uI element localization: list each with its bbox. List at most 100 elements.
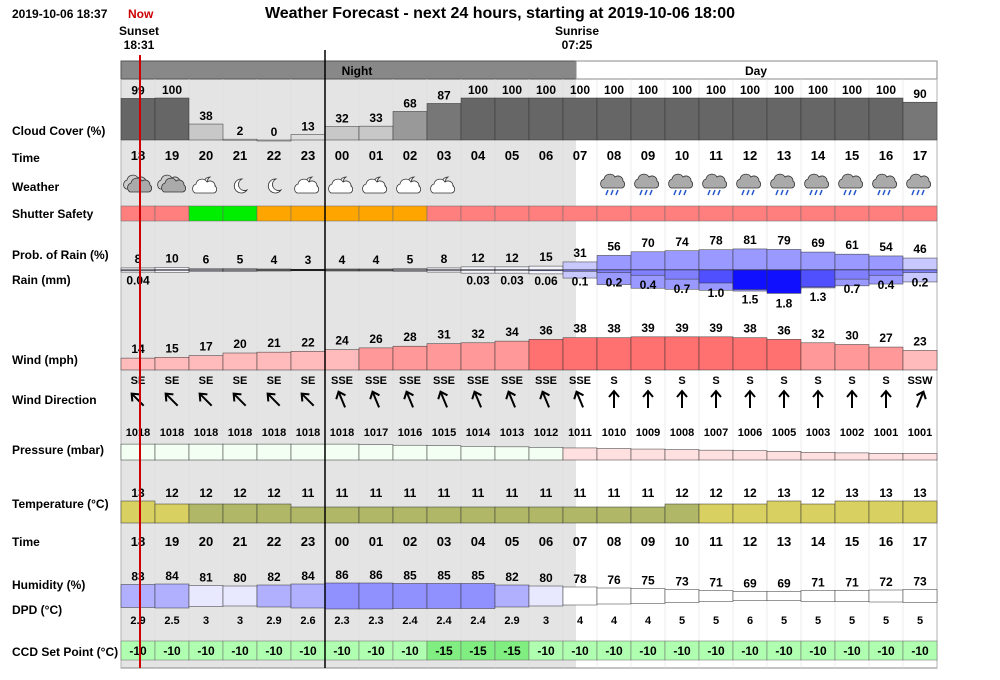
temperature-value: 11 bbox=[472, 486, 485, 500]
shutter-safety-cell bbox=[528, 205, 564, 222]
ccd-setpoint-value: -10 bbox=[299, 644, 317, 658]
cloud-cover-value: 38 bbox=[199, 109, 213, 123]
humidity-bar bbox=[834, 590, 870, 602]
wind-arrow-icon bbox=[369, 390, 380, 408]
rain-prob-value: 79 bbox=[777, 233, 791, 247]
wind-value: 38 bbox=[573, 322, 587, 336]
cloud-cover-value: 0 bbox=[271, 125, 278, 139]
pressure-value: 1014 bbox=[466, 427, 491, 439]
temperature-value: 11 bbox=[574, 486, 587, 500]
temperature-bar bbox=[902, 500, 938, 524]
wind-bar bbox=[392, 345, 428, 371]
time-label: 13 bbox=[777, 534, 791, 549]
wind-bar bbox=[596, 337, 632, 371]
ccd-setpoint-value: -10 bbox=[775, 644, 793, 658]
wind-bar bbox=[358, 347, 394, 371]
humidity-value: 75 bbox=[641, 574, 655, 588]
ccd-setpoint-value: -10 bbox=[537, 644, 555, 658]
pressure-value: 1002 bbox=[840, 427, 864, 439]
humidity-value: 80 bbox=[539, 571, 553, 585]
dpd-value: 2.5 bbox=[164, 615, 179, 627]
ccd-setpoint-value: -10 bbox=[163, 644, 181, 658]
rain-mm-value: 0.03 bbox=[500, 273, 524, 287]
temperature-bar bbox=[664, 503, 700, 524]
ccd-setpoint-value: -10 bbox=[809, 644, 827, 658]
wind-bar bbox=[120, 357, 156, 371]
temperature-value: 11 bbox=[370, 486, 383, 500]
dpd-value: 3 bbox=[237, 615, 243, 627]
wind-value: 27 bbox=[879, 331, 893, 345]
raindrop-icon bbox=[746, 189, 750, 196]
raindrop-icon bbox=[921, 189, 925, 196]
wind-arrow-icon bbox=[164, 392, 179, 407]
time-label: 00 bbox=[335, 148, 349, 163]
cloud-icon bbox=[362, 178, 388, 194]
shutter-safety-cell bbox=[256, 205, 292, 222]
pressure-value: 1018 bbox=[262, 427, 286, 439]
temperature-value: 11 bbox=[540, 486, 553, 500]
cloud-cover-bar bbox=[222, 138, 258, 141]
time-label: 03 bbox=[437, 148, 451, 163]
pressure-bar bbox=[256, 443, 292, 461]
humidity-bar bbox=[120, 584, 156, 608]
wind-value: 26 bbox=[369, 332, 383, 346]
cloud-cover-bar bbox=[358, 125, 394, 141]
time-label: 14 bbox=[811, 534, 826, 549]
humidity-value: 73 bbox=[913, 575, 927, 589]
wind-arrow-icon bbox=[608, 389, 620, 408]
pressure-bar bbox=[834, 452, 870, 461]
rain-icon bbox=[872, 173, 898, 189]
rain-prob-value: 10 bbox=[165, 251, 179, 265]
humidity-bar bbox=[426, 583, 462, 609]
cloud-cover-value: 99 bbox=[131, 83, 145, 97]
wind-arrow-icon bbox=[300, 392, 315, 407]
time-label: 22 bbox=[267, 148, 281, 163]
temperature-bar bbox=[222, 503, 258, 524]
temperature-bar bbox=[562, 506, 598, 524]
cloud-cover-value: 100 bbox=[706, 83, 726, 97]
ccd-setpoint-value: -10 bbox=[197, 644, 215, 658]
rain-mm-value: 0.03 bbox=[466, 273, 490, 287]
rain-mm-bar bbox=[120, 269, 156, 271]
raindrop-icon bbox=[615, 189, 619, 196]
humidity-bar bbox=[460, 583, 496, 609]
humidity-value: 86 bbox=[369, 568, 383, 582]
shutter-safety-cell bbox=[596, 205, 632, 222]
rain-icon bbox=[668, 173, 694, 189]
humidity-value: 85 bbox=[437, 569, 451, 583]
wind-bar bbox=[222, 352, 258, 371]
ccd-setpoint-value: -10 bbox=[639, 644, 657, 658]
time-label: 19 bbox=[165, 534, 179, 549]
wind-bar bbox=[528, 339, 564, 371]
wind-bar bbox=[494, 340, 530, 371]
temperature-value: 12 bbox=[709, 486, 723, 500]
time-label: 23 bbox=[301, 148, 315, 163]
raindrop-icon bbox=[887, 189, 891, 196]
pressure-bar bbox=[324, 443, 360, 461]
wind-arrow-head bbox=[573, 390, 584, 400]
wind-bar bbox=[732, 337, 768, 371]
rain-icon bbox=[634, 173, 660, 189]
humidity-bar bbox=[222, 585, 258, 607]
humidity-value: 80 bbox=[233, 571, 247, 585]
wind-arrow-icon bbox=[335, 390, 346, 408]
temperature-value: 11 bbox=[438, 486, 451, 500]
humidity-value: 82 bbox=[505, 570, 519, 584]
wind-arrow-head bbox=[403, 390, 414, 400]
day-label: Day bbox=[745, 64, 767, 78]
cloud-cover-bar bbox=[120, 98, 156, 141]
shutter-safety-cell bbox=[154, 205, 190, 222]
rain-prob-value: 4 bbox=[373, 253, 380, 267]
pressure-value: 1017 bbox=[364, 427, 388, 439]
rain-prob-value: 12 bbox=[505, 251, 519, 265]
wind-arrow-icon bbox=[232, 392, 247, 407]
wind-bar bbox=[290, 351, 326, 371]
rain-prob-value: 69 bbox=[811, 236, 825, 250]
time-label: 06 bbox=[539, 534, 553, 549]
wind-arrow-icon bbox=[198, 392, 213, 407]
raindrop-icon bbox=[819, 189, 823, 196]
humidity-value: 76 bbox=[607, 573, 621, 587]
rain-prob-value: 5 bbox=[407, 253, 414, 267]
time-label: 01 bbox=[369, 148, 383, 163]
